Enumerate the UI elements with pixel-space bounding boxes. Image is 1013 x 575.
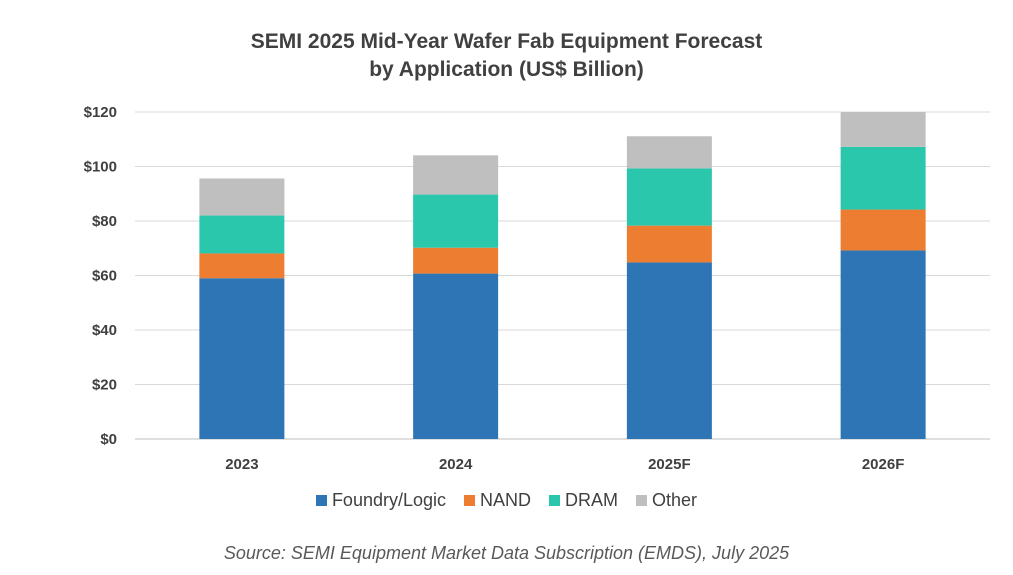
legend-item: NAND: [464, 490, 531, 511]
legend-swatch: [636, 495, 648, 506]
legend-item: Other: [636, 490, 697, 511]
x-tick-label: 2023: [225, 456, 258, 473]
legend-label: DRAM: [565, 490, 619, 510]
x-tick-label: 2025F: [648, 456, 691, 473]
legend-swatch: [464, 495, 476, 506]
source-note: Source: SEMI Equipment Market Data Subsc…: [223, 543, 790, 563]
y-tick-label: $0: [100, 431, 117, 448]
x-tick-label: 2024: [439, 456, 473, 473]
bar-segment-nand: [413, 247, 499, 274]
legend-item: Foundry/Logic: [315, 490, 447, 511]
legend-label: Foundry/Logic: [331, 490, 447, 510]
chart-legend: Foundry/Logic NAND DRAM Other: [0, 490, 1013, 511]
chart-title: SEMI 2025 Mid-Year Wafer Fab Equipment F…: [0, 28, 1013, 84]
bar-segment-other: [840, 112, 926, 147]
legend-item: DRAM: [549, 490, 618, 511]
y-tick-label: $60: [92, 268, 117, 285]
bar-segment-other: [413, 155, 499, 195]
bar-segment-dram: [413, 194, 499, 248]
bar-segment-other: [626, 136, 712, 169]
bar-segment-dram: [626, 168, 712, 226]
bar-segment-foundry-logic: [413, 273, 499, 439]
bar-segment-nand: [626, 225, 712, 263]
y-tick-label: $100: [84, 159, 117, 176]
bar-segment-nand: [199, 253, 285, 279]
legend-label: NAND: [480, 490, 532, 510]
chart-subtitle: by Application (US$ Billion): [369, 58, 644, 81]
legend-swatch: [549, 495, 561, 506]
bar-segment-dram: [199, 215, 285, 254]
legend-swatch: [315, 495, 327, 506]
y-tick-label: $80: [92, 213, 117, 230]
y-tick-label: $20: [92, 377, 117, 394]
y-tick-label: $120: [84, 104, 117, 121]
y-tick-label: $40: [92, 322, 117, 339]
bar-segment-other: [199, 178, 285, 216]
bar-segment-dram: [840, 146, 926, 210]
bar-segment-foundry-logic: [626, 262, 712, 439]
stacked-bar-chart: $0 $20 $40 $60 $80 $100 $120 2023 2024 2025F 2026F: [84, 104, 990, 473]
bar-segment-nand: [840, 209, 926, 251]
chart-title-line1: SEMI 2025 Mid-Year Wafer Fab Equipment F…: [250, 30, 763, 53]
legend-label: Other: [652, 490, 698, 510]
x-tick-label: 2026F: [862, 456, 905, 473]
bar-segment-foundry-logic: [199, 278, 285, 439]
bar-segment-foundry-logic: [840, 250, 926, 439]
